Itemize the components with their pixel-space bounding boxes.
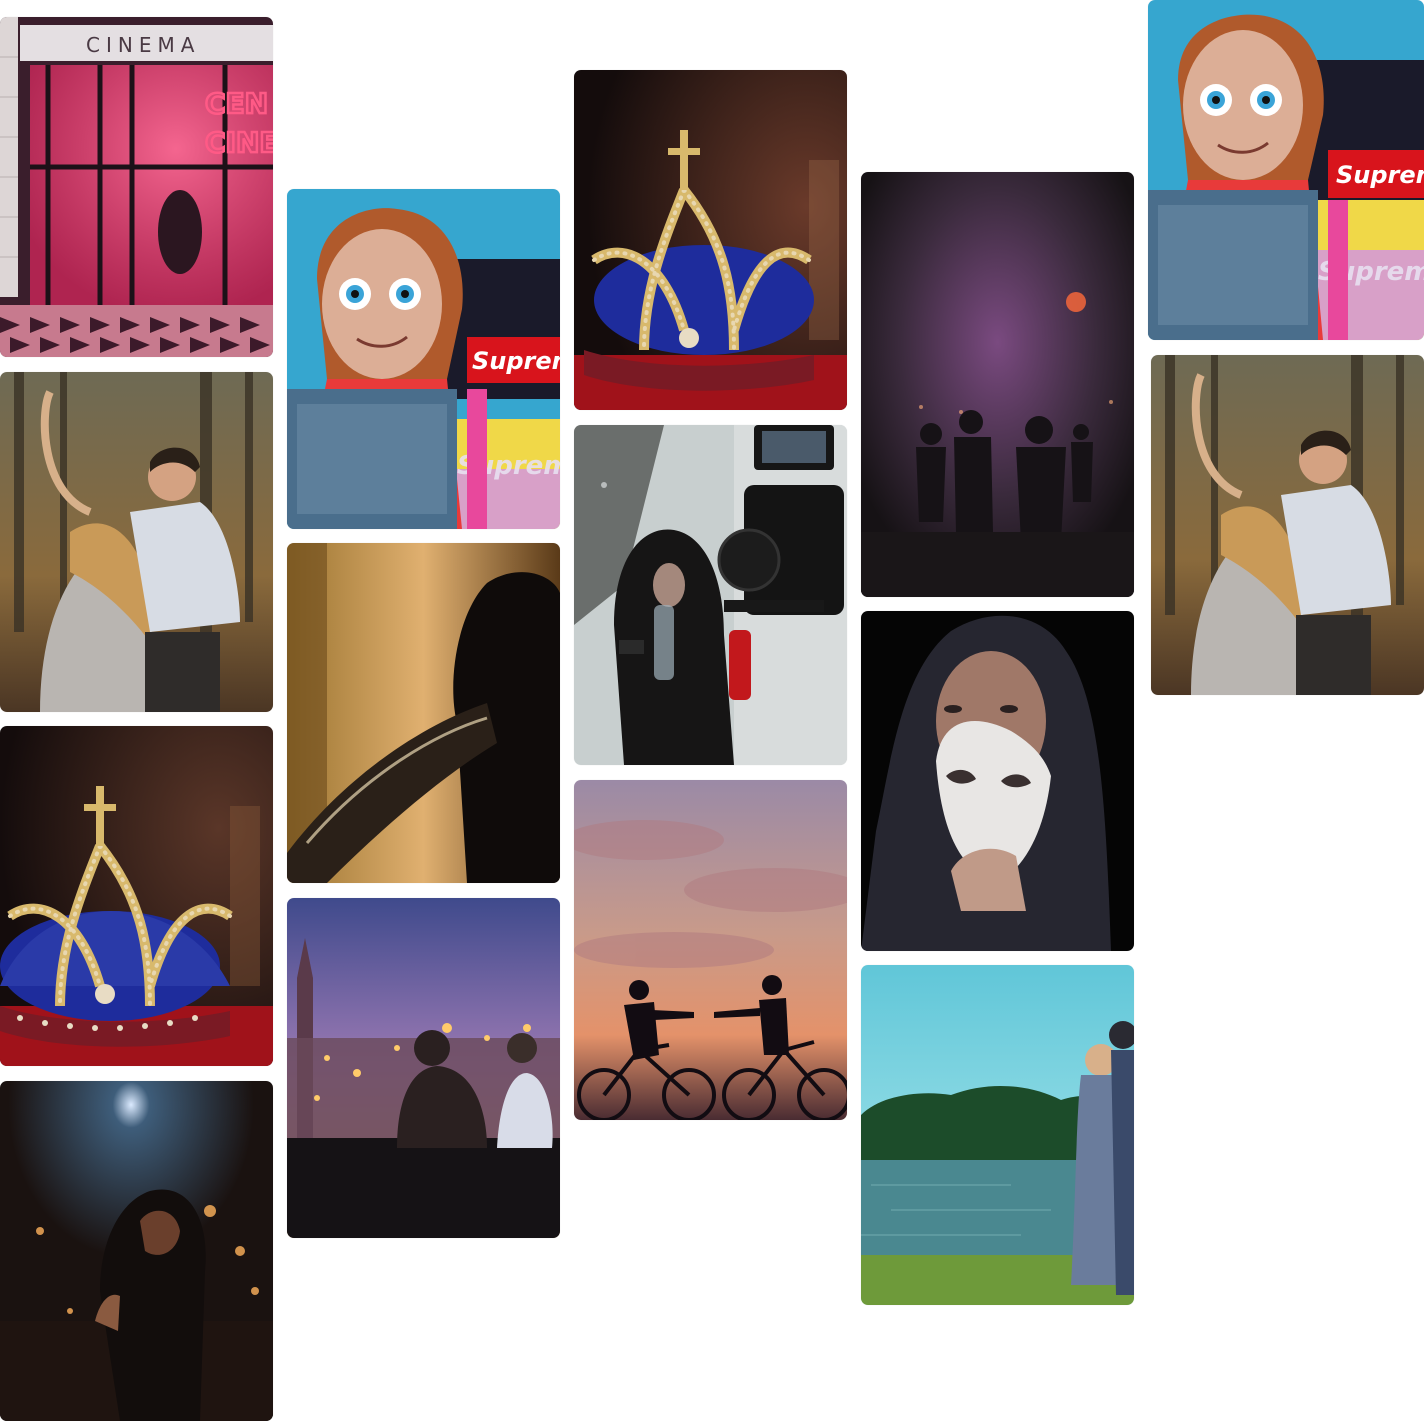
neon-text-1: CEN — [205, 87, 268, 120]
doll-photo: Supreme Supreme — [287, 189, 560, 529]
cinema-sign-text: CINEMA — [86, 33, 200, 57]
gallery-tile-silhouette-man[interactable] — [287, 543, 560, 883]
gallery-tile-crown-2[interactable] — [574, 70, 847, 410]
brand-label-1: Supreme — [472, 347, 560, 375]
lake-couple-photo — [861, 965, 1134, 1305]
gallery-tile-lake-couple[interactable] — [861, 965, 1134, 1305]
foggy-crowd-photo — [861, 172, 1134, 597]
gallery-tile-dancing-couple-2[interactable] — [1151, 355, 1424, 695]
doll-photo-2: Supreme Supreme — [1148, 0, 1424, 340]
gallery-tile-dancing-couple[interactable] — [0, 372, 273, 712]
brand-label-3: Supreme — [1336, 161, 1424, 189]
gallery-tile-bikers-sunset[interactable] — [574, 780, 847, 1120]
gallery-tile-mask-man[interactable] — [861, 611, 1134, 951]
crown-photo-2 — [574, 70, 847, 410]
camera-shoot-photo — [574, 425, 847, 765]
crown-photo — [0, 726, 273, 1066]
gallery-tile-city-couple[interactable] — [287, 898, 560, 1238]
gallery-tile-cinema[interactable]: CINEMA CEN CINE — [0, 17, 273, 357]
cinema-photo: CINEMA CEN CINE — [0, 17, 273, 357]
bikers-sunset-photo — [574, 780, 847, 1120]
silhouette-man-photo — [287, 543, 560, 883]
neon-text-2: CINE — [205, 126, 273, 159]
gallery-tile-doll[interactable]: Supreme Supreme — [287, 189, 560, 529]
dancing-couple-photo — [0, 372, 273, 712]
night-woman-photo — [0, 1081, 273, 1421]
gallery-tile-camera-shoot[interactable] — [574, 425, 847, 765]
dancing-couple-photo-2 — [1151, 355, 1424, 695]
gallery-tile-crown[interactable] — [0, 726, 273, 1066]
city-couple-photo — [287, 898, 560, 1238]
mask-man-photo — [861, 611, 1134, 951]
gallery-tile-foggy-crowd[interactable] — [861, 172, 1134, 597]
gallery-tile-night-woman[interactable] — [0, 1081, 273, 1421]
gallery-tile-doll-2[interactable]: Supreme Supreme — [1148, 0, 1424, 340]
